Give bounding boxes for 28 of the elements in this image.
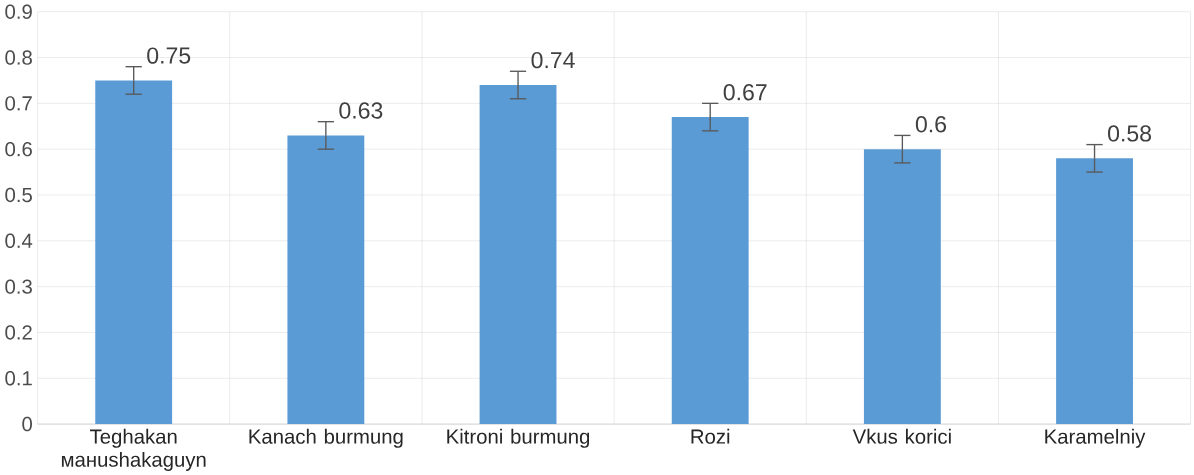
y-tick-label: 0.1 — [5, 370, 32, 386]
data-label: 0.6 — [915, 115, 946, 133]
y-tick-label: 0.7 — [5, 95, 32, 111]
data-label: 0.67 — [723, 83, 767, 101]
y-tick-label: 0.2 — [5, 325, 32, 340]
y-tick-label: 0.4 — [5, 233, 33, 248]
data-label: 0.58 — [1108, 125, 1152, 142]
data-label: 0.74 — [531, 51, 575, 69]
bar — [1056, 158, 1133, 424]
y-tick-label: 0.8 — [5, 50, 32, 65]
x-tick-label: Vkus korici — [852, 428, 951, 444]
y-tick-label: 0.9 — [5, 4, 32, 19]
y-tick-label: 0.6 — [5, 141, 32, 157]
bar — [671, 116, 749, 424]
data-label: 0.63 — [339, 102, 383, 119]
x-tick-label: Rozi — [691, 428, 730, 444]
bar — [479, 84, 557, 424]
x-tick-label: Teghakan манushakaguyn — [61, 428, 206, 471]
y-tick-label: 0 — [22, 416, 32, 432]
x-tick-label: Kanach burmung — [249, 428, 403, 448]
data-label: 0.75 — [147, 47, 191, 64]
y-tick-label: 0.3 — [5, 279, 32, 294]
x-tick-label: Karamelniy — [1045, 428, 1146, 448]
x-tick-label: Kitroni burmung — [447, 428, 590, 448]
bar — [95, 80, 173, 424]
y-tick-label: 0.5 — [5, 187, 32, 202]
bar — [863, 148, 941, 424]
bar — [287, 135, 365, 424]
